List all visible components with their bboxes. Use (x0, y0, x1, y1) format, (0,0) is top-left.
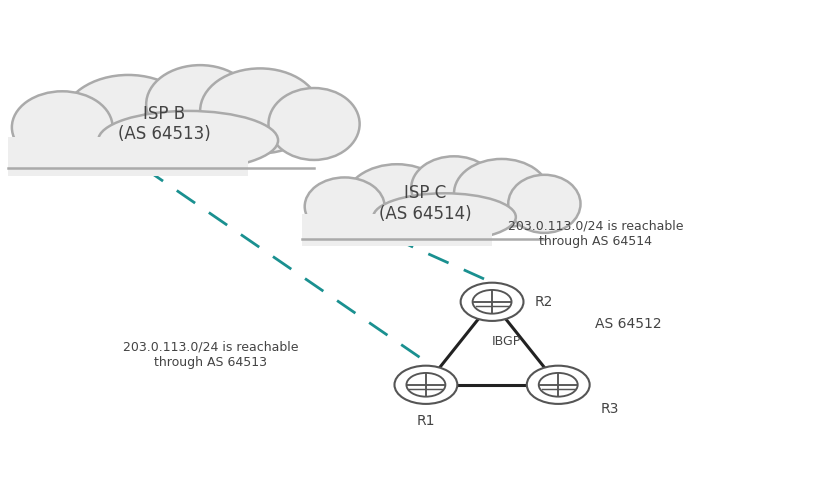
Ellipse shape (269, 88, 360, 160)
Ellipse shape (454, 159, 549, 227)
Ellipse shape (98, 111, 278, 170)
Circle shape (461, 283, 523, 321)
Ellipse shape (304, 178, 385, 235)
FancyBboxPatch shape (8, 137, 248, 177)
Ellipse shape (12, 92, 112, 163)
Ellipse shape (62, 75, 194, 166)
Text: 203.0.113.0/24 is reachable
through AS 64514: 203.0.113.0/24 is reachable through AS 6… (508, 220, 683, 248)
Text: ISP C
(AS 64514): ISP C (AS 64514) (379, 185, 472, 223)
Text: R2: R2 (534, 295, 552, 309)
Text: IBGP: IBGP (491, 334, 521, 348)
Ellipse shape (146, 65, 254, 144)
Text: R1: R1 (417, 413, 435, 428)
Text: 203.0.113.0/24 is reachable
through AS 64513: 203.0.113.0/24 is reachable through AS 6… (123, 341, 299, 369)
Ellipse shape (345, 164, 449, 238)
Ellipse shape (373, 193, 516, 241)
Circle shape (527, 366, 590, 404)
Text: R3: R3 (600, 402, 619, 416)
Ellipse shape (411, 156, 497, 220)
Text: AS 64512: AS 64512 (595, 317, 662, 331)
Circle shape (406, 373, 446, 397)
Circle shape (538, 373, 578, 397)
Ellipse shape (509, 175, 581, 233)
Text: ISP B
(AS 64513): ISP B (AS 64513) (117, 105, 211, 143)
Circle shape (394, 366, 457, 404)
Circle shape (472, 290, 512, 314)
Ellipse shape (200, 68, 320, 153)
FancyBboxPatch shape (302, 214, 492, 246)
